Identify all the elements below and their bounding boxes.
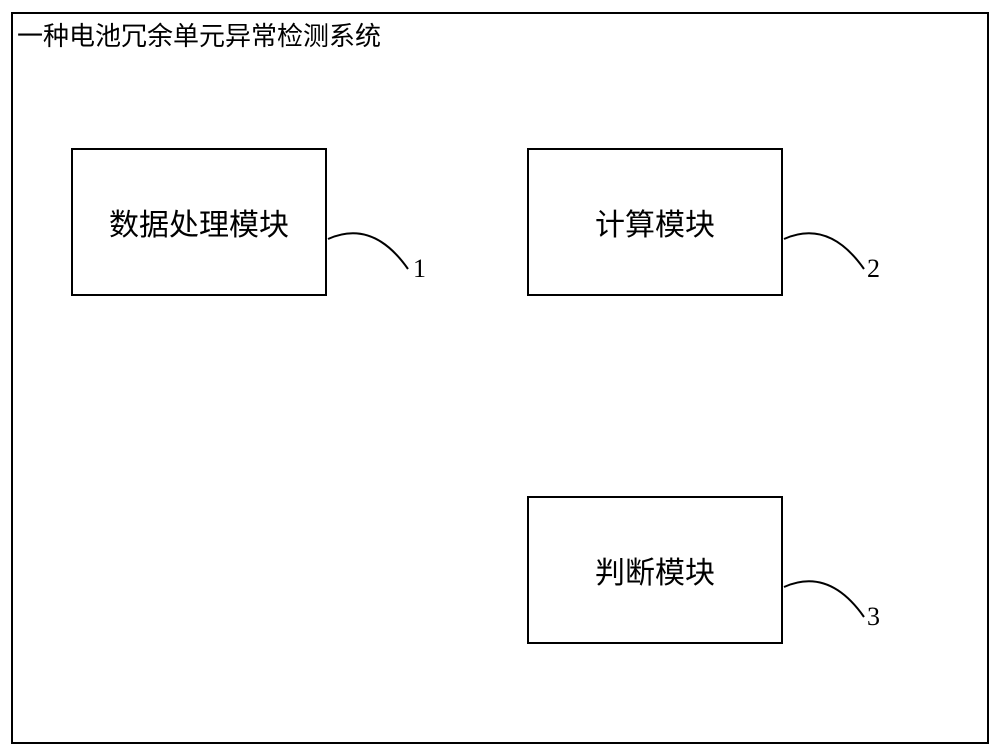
reference-number-3: 3 [867,602,880,632]
leader-line-3 [13,14,991,746]
diagram-frame: 一种电池冗余单元异常检测系统 数据处理模块 计算模块 判断模块 1 2 3 [11,12,989,744]
